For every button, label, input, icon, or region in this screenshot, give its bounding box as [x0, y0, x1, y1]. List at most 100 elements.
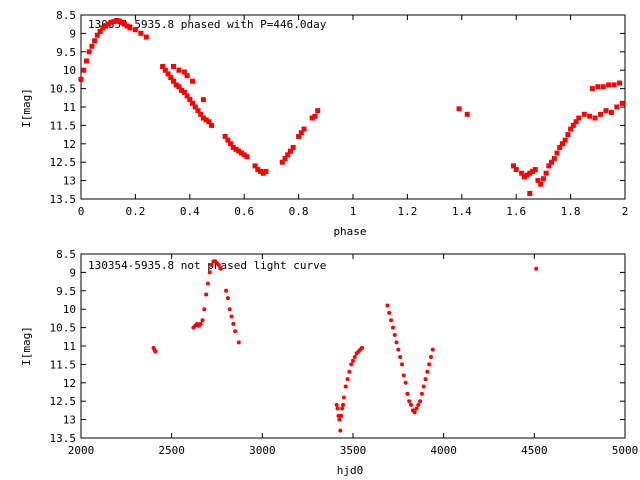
unphased-y-tick-label: 11 [63, 340, 76, 353]
unphased-data-point [229, 314, 234, 319]
phased-data-point [598, 111, 604, 117]
unphased-data-point [202, 307, 207, 312]
phased-data-point [236, 148, 242, 154]
unphased-data-point [398, 355, 403, 360]
unphased-data-point [204, 292, 209, 297]
unphased-y-tick-label: 9.5 [56, 285, 76, 298]
unphased-y-tick-label: 9 [69, 266, 76, 279]
phased-data-point [184, 73, 190, 79]
phased-data-point [198, 111, 204, 117]
phased-data-point [524, 172, 530, 178]
phased-y-tick-label: 9.5 [56, 46, 76, 59]
phased-data-point [184, 93, 190, 99]
phased-data-point [568, 126, 574, 132]
unphased-y-tick-label: 8.5 [56, 248, 76, 261]
phased-chart: 130354-5935.8 phased with P=446.0day pha… [20, 9, 628, 238]
unphased-data-point [390, 325, 395, 330]
unphased-data-point [419, 391, 424, 396]
phased-data-point [549, 159, 555, 165]
phased-data-point [546, 163, 552, 169]
phased-data-point [543, 170, 549, 176]
phased-data-point [530, 168, 536, 174]
unphased-y-tick-label: 10 [63, 303, 76, 316]
phased-x-tick-label: 0.4 [180, 205, 200, 218]
phased-data-point [222, 133, 228, 139]
phased-data-point [614, 104, 620, 110]
unphased-data-point [394, 340, 399, 345]
unphased-x-tick-label: 2500 [158, 444, 185, 457]
unphased-data-point [334, 402, 339, 407]
phased-data-point [176, 67, 182, 73]
phased-data-point [600, 84, 606, 90]
phased-data-point [170, 64, 176, 70]
phased-data-point [132, 27, 138, 33]
phased-y-tick-label: 10 [63, 64, 76, 77]
unphased-data-point [153, 349, 158, 354]
phased-x-tick-label: 1.8 [561, 205, 581, 218]
phased-data-point [538, 181, 544, 187]
phased-data-point [81, 67, 87, 73]
phased-data-point [233, 146, 239, 152]
phased-data-point [206, 119, 212, 125]
phased-data-point [190, 78, 196, 84]
unphased-y-tick-label: 12 [63, 377, 76, 390]
phased-data-point [170, 78, 176, 84]
phased-data-point [510, 163, 516, 169]
unphased-data-point [360, 345, 365, 350]
phased-data-point [203, 117, 209, 123]
phased-data-point [464, 111, 470, 117]
phased-data-point [595, 84, 601, 90]
unphased-y-tick-label: 13 [63, 414, 76, 427]
phased-data-point [127, 25, 133, 31]
phased-data-point [285, 152, 291, 158]
unphased-data-point [403, 380, 408, 385]
unphased-data-point [207, 270, 212, 275]
unphased-data-point [338, 428, 343, 433]
phased-data-point [181, 69, 187, 75]
phased-y-tick-label: 13.5 [50, 193, 77, 206]
phased-data-point [143, 34, 149, 40]
phased-data-point [228, 141, 234, 147]
phased-data-point [176, 84, 182, 90]
unphased-data-point [227, 307, 232, 312]
phased-data-point [192, 104, 198, 110]
unphased-data-point [349, 362, 354, 367]
unphased-data-point [233, 329, 238, 334]
phased-data-point [554, 150, 560, 156]
unphased-data-point [396, 347, 401, 352]
unphased-chart-ylabel: I[mag] [20, 326, 33, 366]
phased-data-point [230, 144, 236, 150]
phased-chart-title: 130354-5935.8 phased with P=446.0day [88, 18, 327, 31]
phased-data-point [559, 141, 565, 147]
phased-data-point [187, 97, 193, 103]
phased-data-point [312, 113, 318, 119]
phased-x-tick-label: 0 [78, 205, 85, 218]
unphased-x-tick-label: 5000 [612, 444, 639, 457]
unphased-data-point [205, 281, 210, 286]
phased-data-point [124, 23, 130, 29]
phased-data-point [97, 29, 103, 35]
phased-x-tick-label: 0.2 [125, 205, 145, 218]
phased-data-point [116, 18, 122, 24]
unphased-data-point [427, 362, 432, 367]
unphased-x-tick-label: 4000 [430, 444, 457, 457]
phased-data-point [209, 122, 215, 128]
phased-data-point [282, 156, 288, 162]
phased-data-point [562, 137, 568, 143]
phased-y-tick-label: 12 [63, 138, 76, 151]
phased-data-point [100, 25, 106, 31]
phased-data-point [86, 49, 92, 55]
unphased-data-point [418, 399, 423, 404]
unphased-chart-title: 130354-5935.8 not phased light curve [88, 259, 326, 272]
phased-data-point [535, 178, 541, 184]
phased-data-point [570, 122, 576, 128]
unphased-data-point [200, 318, 205, 323]
unphased-data-point [347, 369, 352, 374]
phased-data-point [603, 108, 609, 114]
phased-y-tick-label: 9 [69, 27, 76, 40]
phased-chart-ylabel: I[mag] [20, 88, 33, 128]
unphased-chart-xlabel: hjd0 [337, 464, 364, 477]
unphased-data-point [412, 410, 417, 415]
phased-data-point [102, 23, 108, 29]
phased-data-point [527, 170, 533, 176]
